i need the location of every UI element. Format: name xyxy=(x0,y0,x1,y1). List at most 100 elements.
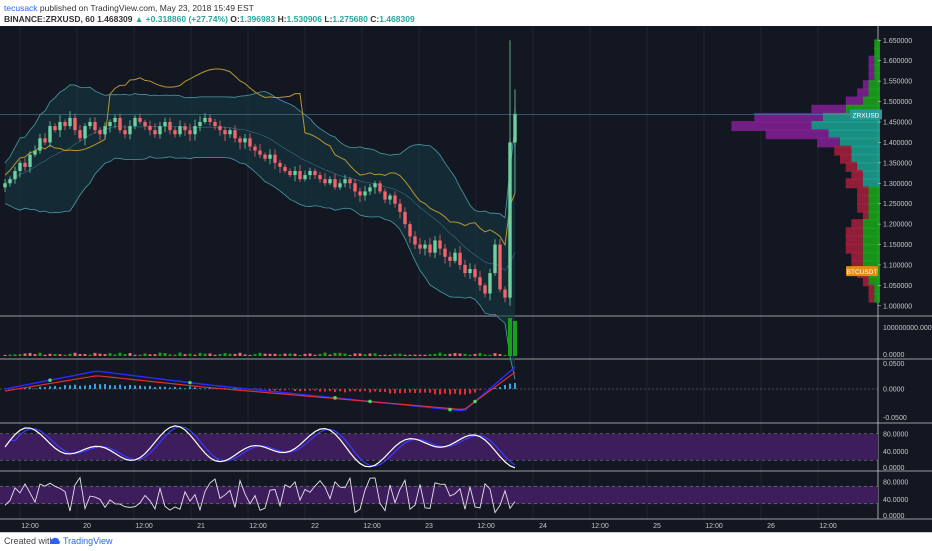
macd-histogram-bar xyxy=(444,389,446,394)
volume-bar xyxy=(449,354,452,356)
time-axis-label: 24 xyxy=(539,523,547,530)
volume-bar xyxy=(309,353,312,356)
macd-histogram-bar xyxy=(44,387,46,389)
price-axis-label: 1.200000 xyxy=(883,222,912,229)
time-axis-label: 25 xyxy=(653,523,661,530)
candle-body xyxy=(118,118,121,130)
volume-bar xyxy=(419,355,422,356)
macd-histogram-bar xyxy=(294,389,296,391)
candle-body xyxy=(398,204,401,212)
candle-body xyxy=(218,126,221,130)
volume-bar xyxy=(369,354,372,356)
candle-body xyxy=(443,249,446,257)
time-axis-label: 23 xyxy=(425,523,433,530)
candle-body xyxy=(333,179,336,187)
volume-bar xyxy=(329,355,332,356)
author-link[interactable]: tecusack xyxy=(4,3,38,13)
open-label: O: xyxy=(230,14,239,24)
candle-body xyxy=(298,171,301,179)
last-price: 1.468309 xyxy=(97,14,132,24)
macd-histogram-bar xyxy=(184,388,186,389)
macd-histogram-bar xyxy=(274,389,276,391)
candle-body xyxy=(343,179,346,183)
volume-bar xyxy=(354,353,357,356)
macd-histogram-bar xyxy=(504,385,506,389)
candle-body xyxy=(23,163,26,167)
publish-line: tecusack published on TradingView.com, M… xyxy=(4,3,254,13)
volume-bar xyxy=(139,355,142,356)
macd-histogram-bar xyxy=(154,387,156,389)
time-axis-label: 20 xyxy=(83,523,91,530)
macd-cross-dot xyxy=(48,378,52,382)
candle-body xyxy=(358,191,361,195)
candle-body xyxy=(203,118,206,122)
macd-histogram-bar xyxy=(339,389,341,391)
volume-bar xyxy=(104,354,107,356)
volume-bar xyxy=(144,354,147,356)
macd-histogram-bar xyxy=(429,389,431,393)
macd-histogram-bar xyxy=(279,389,281,390)
tradingview-link[interactable]: TradingView xyxy=(63,536,113,546)
volume-bar xyxy=(114,354,117,356)
price-axis-label: 1.350000 xyxy=(883,160,912,167)
candle-body xyxy=(283,167,286,171)
macd-cross-dot xyxy=(368,400,372,404)
macd-histogram-bar xyxy=(439,389,441,395)
volume-bar xyxy=(319,354,322,356)
tradingview-cloud-icon xyxy=(50,536,60,546)
volume-bar xyxy=(39,353,42,356)
macd-histogram-bar xyxy=(179,388,181,389)
volume-bar xyxy=(149,354,152,356)
volume-bar xyxy=(274,354,277,356)
volume-bar xyxy=(154,354,157,356)
volume-bar xyxy=(454,353,457,356)
macd-histogram-bar xyxy=(79,386,81,389)
candle-body xyxy=(403,212,406,224)
rsi-axis-label: 80.0000 xyxy=(883,479,908,486)
volume-bar xyxy=(89,355,92,356)
macd-histogram-bar xyxy=(304,389,306,391)
macd-histogram-bar xyxy=(474,389,476,393)
candle-body xyxy=(143,122,146,126)
volume-bar xyxy=(339,353,342,356)
volume-bar xyxy=(424,355,427,356)
volume-profile-up-bar xyxy=(874,293,880,303)
volume-profile-down-bar xyxy=(863,276,869,286)
candle-body xyxy=(378,183,381,191)
volume-bar xyxy=(264,354,267,356)
candle-body xyxy=(13,171,16,179)
candle-body xyxy=(108,122,111,126)
macd-histogram-bar xyxy=(409,389,411,393)
macd-histogram-bar xyxy=(359,389,361,391)
volume-bar xyxy=(124,354,127,356)
candle-body xyxy=(483,285,486,293)
candle-body xyxy=(158,126,161,134)
ohlc-line: BINANCE:ZRXUSD, 60 1.468309 ▲ +0.318860 … xyxy=(4,14,415,24)
time-axis-label: 12:00 xyxy=(705,523,723,530)
candle-body xyxy=(263,155,266,159)
candle-body xyxy=(353,183,356,191)
candle-body xyxy=(98,130,101,134)
candle-body xyxy=(153,130,156,134)
chart-canvas[interactable]: 1.6500001.6000001.5500001.5000001.450000… xyxy=(0,26,932,532)
candle-body xyxy=(113,118,116,122)
macd-histogram-bar xyxy=(89,385,91,389)
volume-bar xyxy=(439,353,442,356)
candle-body xyxy=(253,146,256,150)
volume-bar xyxy=(99,354,102,356)
bollinger-band-fill xyxy=(5,85,515,379)
macd-histogram-bar xyxy=(104,384,106,389)
candle-body xyxy=(268,155,271,159)
candle-body xyxy=(248,138,251,146)
volume-profile-down-bar xyxy=(869,293,875,303)
volume-bar xyxy=(444,354,447,356)
macd-histogram-bar xyxy=(419,389,421,393)
price-axis-label: 1.650000 xyxy=(883,38,912,45)
price-axis-label: 1.400000 xyxy=(883,140,912,147)
candle-body xyxy=(288,171,291,175)
macd-axis-label: 0.0500 xyxy=(883,361,905,368)
macd-histogram-bar xyxy=(299,389,301,391)
time-axis-label: 12:00 xyxy=(591,523,609,530)
high-label: H: xyxy=(278,14,287,24)
volume-bar xyxy=(499,354,502,356)
